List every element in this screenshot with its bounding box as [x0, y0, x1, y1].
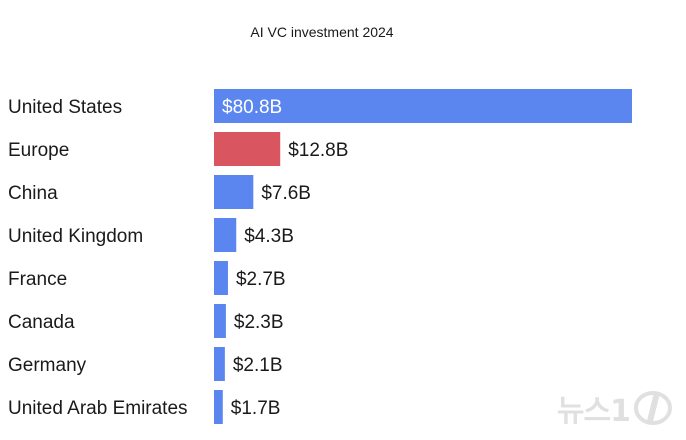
category-label: France — [8, 269, 67, 290]
bar — [214, 390, 223, 424]
value-label: $12.8B — [288, 140, 348, 161]
value-label: $1.7B — [231, 398, 281, 419]
chart-title: AI VC investment 2024 — [250, 24, 393, 40]
category-label: China — [8, 183, 58, 204]
category-label: Germany — [8, 355, 87, 376]
category-label: United Kingdom — [8, 226, 143, 247]
bar — [214, 175, 254, 209]
bars-layer: United States $80.8B Europe $12.8B China $7.6… — [8, 89, 632, 424]
bar — [214, 132, 281, 166]
bar — [214, 347, 225, 381]
watermark: 뉴스1 — [557, 386, 672, 430]
value-label: $2.7B — [236, 269, 286, 290]
category-label: United States — [8, 97, 122, 118]
value-label: $7.6B — [261, 183, 311, 204]
category-label: Europe — [8, 140, 69, 161]
category-label: Canada — [8, 312, 75, 333]
bar — [214, 89, 632, 123]
category-label: United Arab Emirates — [8, 398, 188, 419]
value-label: $2.1B — [233, 355, 283, 376]
bar — [214, 218, 237, 252]
news1-logo-icon — [634, 391, 672, 425]
watermark-text: 뉴스1 — [556, 394, 631, 429]
bar — [214, 304, 226, 338]
bar — [214, 261, 228, 295]
value-label: $2.3B — [234, 312, 284, 333]
value-label: $80.8B — [222, 97, 282, 118]
value-label: $4.3B — [244, 226, 294, 247]
